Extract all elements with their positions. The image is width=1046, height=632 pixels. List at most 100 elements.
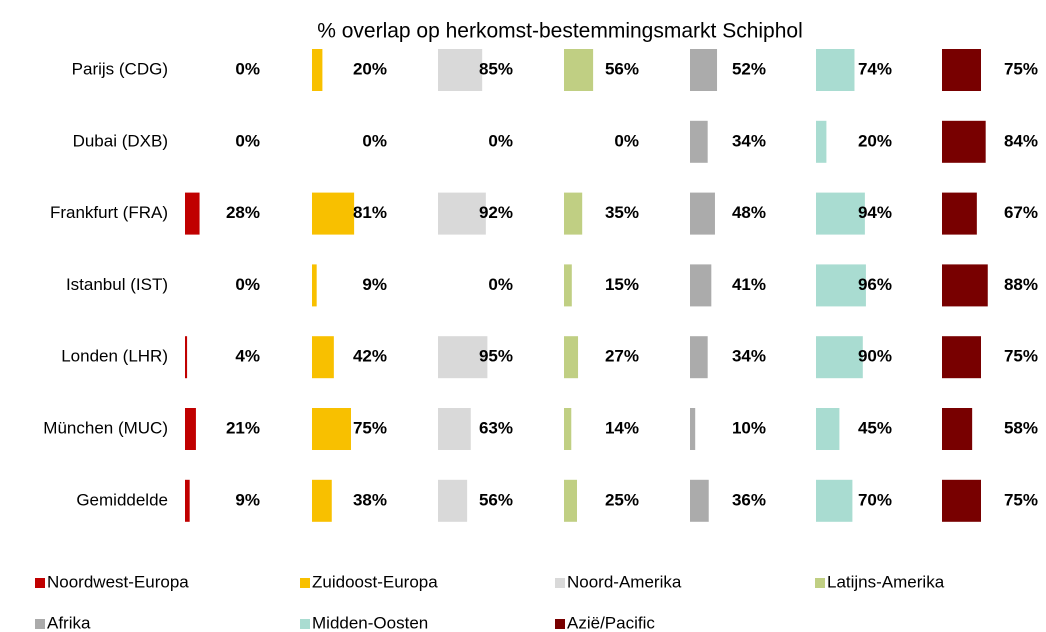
bar: [816, 120, 827, 163]
value-label: 10%: [732, 418, 766, 437]
legend-label: Noordwest-Europa: [47, 572, 189, 591]
bar: [816, 192, 865, 235]
bar: [564, 336, 579, 379]
bar: [690, 120, 708, 163]
bar: [816, 264, 866, 307]
value-label: 56%: [479, 490, 513, 509]
value-label: 0%: [614, 131, 639, 150]
value-label: 4%: [235, 347, 260, 366]
bar: [942, 49, 981, 91]
legend-swatch: [300, 619, 310, 629]
value-label: 75%: [1004, 490, 1038, 509]
bar: [816, 336, 863, 379]
value-label: 81%: [353, 203, 387, 222]
chart-title: % overlap op herkomst-bestemmingsmarkt S…: [317, 20, 803, 43]
bar: [942, 408, 973, 450]
bar: [185, 336, 188, 379]
bar: [690, 264, 712, 307]
value-label: 67%: [1004, 203, 1038, 222]
bar: [942, 120, 986, 163]
value-label: 94%: [858, 203, 892, 222]
value-label: 84%: [1004, 131, 1038, 150]
value-label: 0%: [362, 131, 387, 150]
bar: [690, 479, 709, 522]
bar: [942, 336, 981, 379]
legend-label: Afrika: [47, 613, 91, 632]
bar: [942, 192, 977, 235]
bar: [816, 49, 855, 91]
value-label: 58%: [1004, 418, 1038, 437]
value-label: 15%: [605, 275, 639, 294]
value-label: 27%: [605, 347, 639, 366]
legend-swatch: [815, 578, 825, 588]
bar: [564, 264, 572, 307]
bar: [690, 336, 708, 379]
value-label: 63%: [479, 418, 513, 437]
value-label: 75%: [1004, 59, 1038, 78]
value-label: 96%: [858, 275, 892, 294]
value-label: 56%: [605, 59, 639, 78]
bar: [564, 408, 572, 450]
legend-swatch: [555, 578, 565, 588]
bar: [942, 479, 981, 522]
bar: [438, 408, 471, 450]
value-label: 38%: [353, 490, 387, 509]
value-label: 0%: [235, 59, 260, 78]
value-label: 75%: [353, 418, 387, 437]
bar: [564, 49, 594, 91]
value-label: 48%: [732, 203, 766, 222]
bar: [816, 479, 853, 522]
value-label: 88%: [1004, 275, 1038, 294]
value-label: 36%: [732, 490, 766, 509]
value-label: 90%: [858, 347, 892, 366]
value-label: 74%: [858, 59, 892, 78]
value-label: 9%: [235, 490, 260, 509]
bar: [690, 192, 715, 235]
bar: [564, 479, 577, 522]
value-label: 35%: [605, 203, 639, 222]
category-label: Gemiddelde: [76, 490, 168, 509]
value-label: 70%: [858, 490, 892, 509]
bar: [185, 408, 196, 450]
value-label: 52%: [732, 59, 766, 78]
value-label: 34%: [732, 131, 766, 150]
value-label: 34%: [732, 347, 766, 366]
category-label: Dubai (DXB): [73, 131, 168, 150]
legend-label: Zuidoost-Europa: [312, 572, 438, 591]
legend-label: Azië/Pacific: [567, 613, 655, 632]
bar: [312, 192, 355, 235]
value-label: 92%: [479, 203, 513, 222]
legend-swatch: [35, 578, 45, 588]
value-label: 0%: [235, 131, 260, 150]
bar: [312, 408, 351, 450]
value-label: 20%: [353, 59, 387, 78]
value-label: 0%: [235, 275, 260, 294]
category-label: Frankfurt (FRA): [50, 203, 168, 222]
value-label: 75%: [1004, 347, 1038, 366]
bar: [312, 49, 323, 91]
bar: [816, 408, 840, 450]
value-label: 41%: [732, 275, 766, 294]
legend-swatch: [35, 619, 45, 629]
value-label: 0%: [488, 131, 513, 150]
bar: [312, 264, 317, 307]
value-label: 0%: [488, 275, 513, 294]
bar: [438, 192, 486, 235]
value-label: 14%: [605, 418, 639, 437]
legend-swatch: [300, 578, 310, 588]
category-label: Istanbul (IST): [66, 275, 168, 294]
value-label: 21%: [226, 418, 260, 437]
legend-label: Latijns-Amerika: [827, 572, 945, 591]
bar: [438, 49, 483, 91]
bar: [438, 479, 468, 522]
bar: [185, 479, 190, 522]
value-label: 95%: [479, 347, 513, 366]
legend-label: Midden-Oosten: [312, 613, 428, 632]
value-label: 42%: [353, 347, 387, 366]
category-label: Parijs (CDG): [72, 59, 168, 78]
bar: [185, 192, 200, 235]
category-label: Londen (LHR): [61, 347, 168, 366]
value-label: 45%: [858, 418, 892, 437]
bar: [690, 408, 696, 450]
